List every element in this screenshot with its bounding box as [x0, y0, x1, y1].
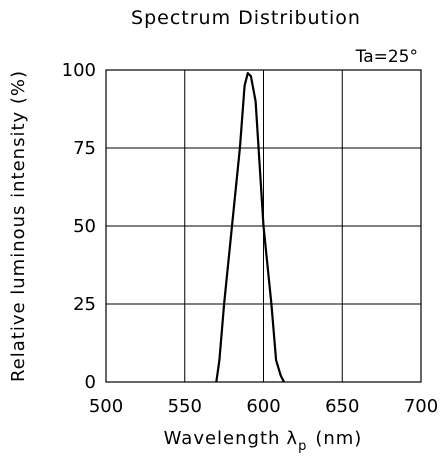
y-tick-label-0: 0 — [85, 372, 96, 393]
x-tick-label-1: 550 — [168, 396, 202, 417]
x-tick-label-2: 600 — [246, 396, 280, 417]
y-tick-labels: 0 25 50 75 100 — [62, 60, 96, 393]
x-tick-labels: 500 550 600 650 700 — [89, 396, 438, 417]
y-tick-label-1: 25 — [73, 294, 96, 315]
y-tick-label-3: 75 — [73, 138, 96, 159]
y-axis-label: Relative luminous intensity (%) — [8, 70, 29, 382]
spectrum-curve — [215, 72, 285, 383]
y-tick-label-2: 50 — [73, 216, 96, 237]
plot-frame — [105, 69, 422, 383]
x-axis-label-subscript: p — [298, 439, 307, 454]
x-tick-label-4: 700 — [404, 396, 438, 417]
x-axis-label-symbol: λ — [286, 428, 298, 449]
x-axis-label-text: Wavelength — [164, 428, 281, 449]
y-tick-label-4: 100 — [62, 60, 96, 81]
x-tick-label-3: 650 — [325, 396, 359, 417]
x-axis-label: Wavelength λp (nm) — [164, 428, 363, 454]
chart-title: Spectrum Distribution — [131, 7, 361, 29]
x-tick-label-0: 500 — [89, 396, 123, 417]
temperature-annotation: Ta=25° — [355, 47, 418, 67]
x-axis-label-unit: (nm) — [315, 428, 362, 449]
